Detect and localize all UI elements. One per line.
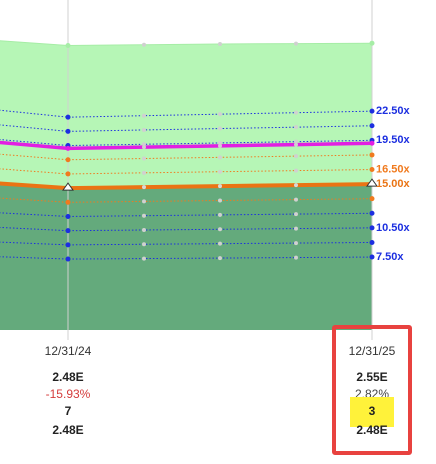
marker	[142, 213, 146, 218]
marker	[218, 143, 222, 148]
marker	[294, 255, 298, 260]
marker	[294, 110, 298, 115]
line	[0, 181, 373, 191]
marker	[294, 154, 298, 159]
marker	[218, 112, 222, 117]
marker	[294, 183, 298, 188]
marker	[369, 123, 375, 129]
marker	[65, 171, 71, 177]
marker	[218, 256, 222, 261]
marker	[142, 142, 146, 147]
marker	[294, 241, 298, 246]
table-cell: 3	[369, 404, 376, 418]
marker	[369, 108, 375, 114]
line	[0, 168, 373, 175]
marker	[142, 199, 146, 204]
marker	[218, 227, 222, 232]
marker	[294, 125, 298, 130]
marker	[294, 226, 298, 231]
marker	[65, 242, 71, 248]
marker	[369, 239, 375, 245]
marker	[142, 113, 146, 118]
marker	[142, 156, 146, 161]
marker	[218, 212, 222, 217]
marker	[369, 254, 375, 260]
highlight	[350, 397, 394, 427]
marker	[142, 242, 146, 247]
marker	[294, 41, 298, 46]
table-cell: 2.55E	[356, 370, 387, 384]
marker	[218, 155, 222, 160]
marker	[366, 178, 378, 187]
marker	[65, 114, 71, 120]
table-cell: -15.93%	[46, 387, 91, 401]
marker	[294, 142, 298, 147]
marker	[369, 167, 375, 173]
marker	[369, 40, 375, 46]
table-cell: 2.48E	[52, 370, 83, 384]
table-cell: 2.48E	[356, 423, 387, 437]
line-label: 16.50x	[376, 163, 411, 175]
marker	[65, 157, 71, 163]
marker	[294, 197, 298, 202]
date-label: 12/31/24	[45, 344, 92, 358]
marker	[142, 42, 146, 47]
marker	[142, 227, 146, 232]
line	[0, 256, 373, 260]
marker	[65, 228, 71, 234]
marker	[218, 41, 222, 46]
table-cell: 2.48E	[52, 423, 83, 437]
marker	[218, 140, 222, 145]
marker	[142, 170, 146, 175]
marker	[369, 196, 375, 202]
line	[0, 226, 373, 232]
line	[0, 109, 373, 118]
marker	[142, 127, 146, 132]
marker	[142, 256, 146, 261]
line-label: 10.50x	[376, 222, 411, 234]
marker	[369, 140, 375, 146]
marker	[294, 168, 298, 173]
marker	[218, 198, 222, 203]
line-label: 7.50x	[376, 251, 404, 263]
marker	[142, 185, 146, 190]
line	[0, 40, 373, 46]
marker	[65, 213, 71, 219]
marker	[65, 145, 71, 151]
line	[0, 153, 373, 161]
table-cell: 7	[65, 404, 72, 418]
area	[0, 183, 372, 330]
marker	[218, 241, 222, 246]
marker	[369, 152, 375, 158]
marker	[294, 139, 298, 144]
marker	[62, 182, 74, 191]
line-label: 22.50x	[376, 105, 411, 117]
selection-box	[332, 325, 412, 455]
marker	[218, 169, 222, 174]
line-label: 19.50x	[376, 134, 411, 146]
line	[0, 140, 373, 151]
marker	[65, 199, 71, 205]
marker	[65, 256, 71, 262]
line	[0, 241, 373, 246]
line	[0, 124, 373, 132]
marker	[218, 126, 222, 131]
line	[0, 212, 373, 217]
marker	[218, 184, 222, 189]
marker	[369, 225, 375, 231]
line	[0, 197, 373, 203]
marker	[369, 210, 375, 216]
marker	[65, 42, 71, 48]
line-label: 15.00x	[376, 178, 411, 190]
line	[0, 139, 373, 147]
marker	[294, 212, 298, 217]
marker	[142, 145, 146, 150]
marker	[65, 128, 71, 134]
date-label: 12/31/25	[349, 344, 396, 358]
